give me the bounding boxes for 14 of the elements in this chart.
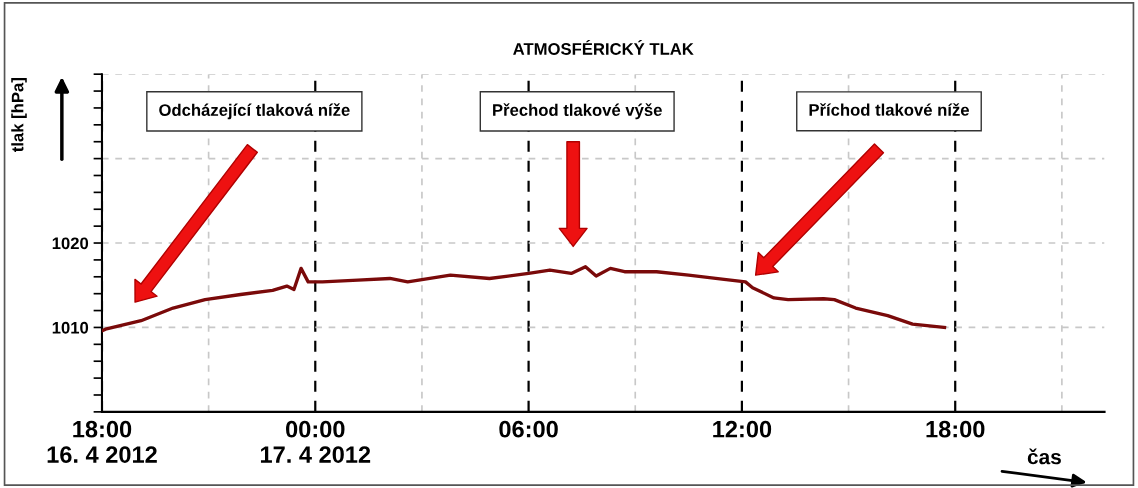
x-tick-label: 18:00: [926, 420, 985, 438]
annotation: Příchod tlakové níže: [809, 103, 969, 116]
chart-title: ATMOSFÉRICKÝ TLAK: [513, 39, 694, 55]
x-tick-label: 18:00 16. 4 2012: [47, 420, 157, 463]
line-series: [101, 264, 947, 333]
y-tick-label: 1020: [52, 237, 89, 250]
x-tick-label: 00:00 17. 4 2012: [260, 420, 371, 463]
y-axis-title: tlak [hPa]: [11, 78, 27, 152]
x-tick-label: 06:00: [499, 420, 558, 438]
annotation: Odcházející tlaková níže: [159, 103, 350, 120]
x-axis-title: čas: [1027, 448, 1061, 465]
y-tick-label: 1010: [52, 321, 89, 334]
x-tick-label: 12:00: [713, 420, 772, 438]
annotation: Přechod tlakové výše: [493, 103, 662, 120]
